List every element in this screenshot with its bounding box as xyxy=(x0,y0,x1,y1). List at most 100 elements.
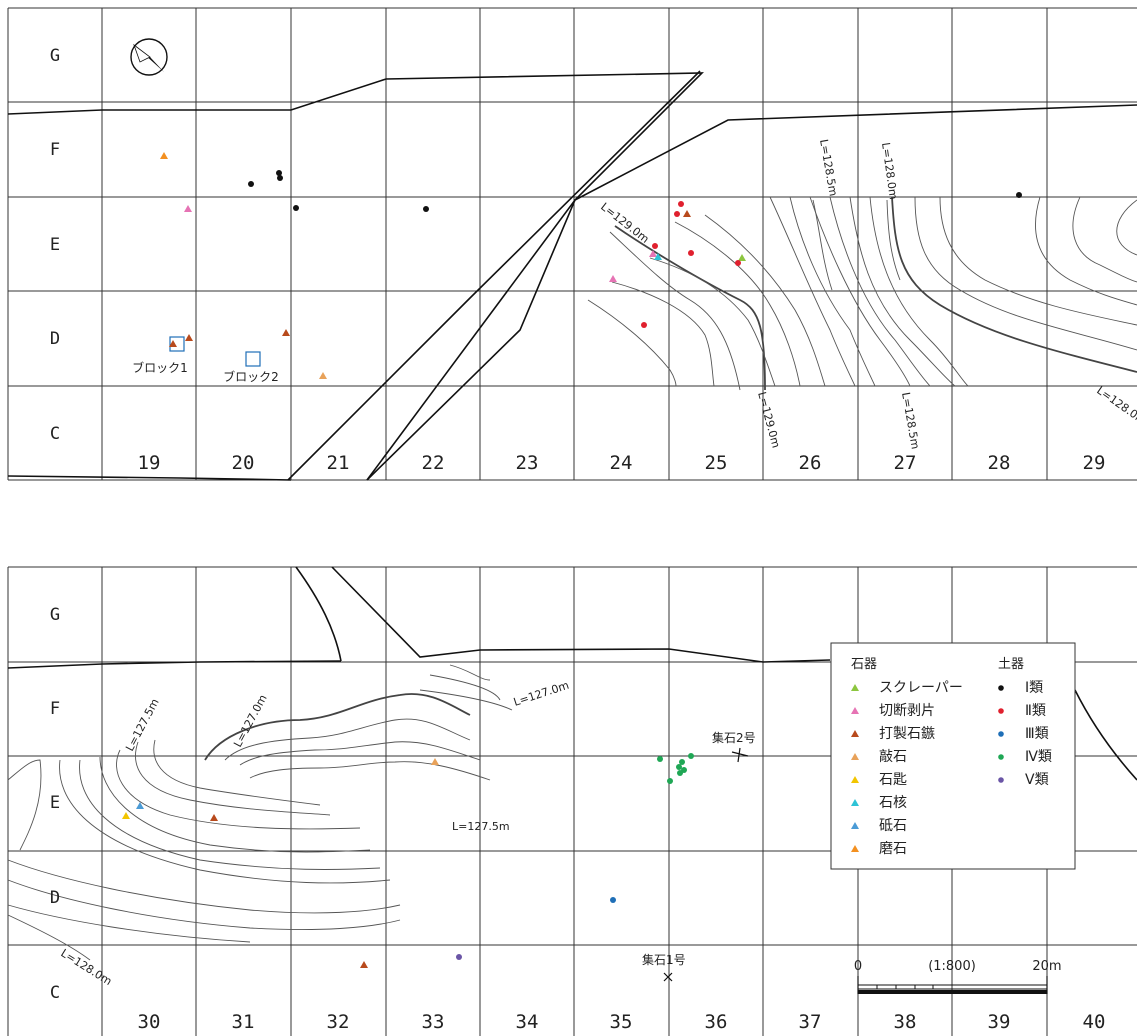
legend-grinding-stone: 磨石 xyxy=(879,841,907,857)
contour-label: L=128.0m xyxy=(1094,384,1137,428)
row-label: F xyxy=(50,699,60,719)
scraper-marker xyxy=(738,254,746,261)
whetstone-marker xyxy=(136,802,144,809)
chipped-arrowhead-icon xyxy=(851,730,859,737)
pottery-3-icon xyxy=(998,731,1004,737)
column-label: 39 xyxy=(988,1011,1011,1033)
column-label: 31 xyxy=(232,1011,255,1033)
column-label: 24 xyxy=(610,452,633,474)
pottery-1-marker xyxy=(423,206,429,212)
column-label: 27 xyxy=(894,452,917,474)
pottery-4-marker xyxy=(667,778,673,784)
bottom-map-column-labels: 30 31 32 33 34 35 36 37 38 39 40 xyxy=(138,1011,1106,1033)
pottery-2-marker xyxy=(674,211,680,217)
column-label: 38 xyxy=(894,1011,917,1033)
column-label: 33 xyxy=(422,1011,445,1033)
bottom-map-row-labels: G F E D C xyxy=(50,605,60,1003)
stone-spoon-icon xyxy=(851,776,859,783)
chipped-arrowhead-marker xyxy=(360,961,368,968)
legend-hammerstone: 敲石 xyxy=(879,748,907,765)
column-label: 30 xyxy=(138,1011,161,1033)
bottom-map-contour-labels: L=127.5m L=127.0m L=127.0m L=127.5m L=12… xyxy=(58,679,570,988)
north-arrow-icon xyxy=(130,38,168,76)
column-label: 19 xyxy=(138,452,161,474)
cut-flake-icon xyxy=(851,707,859,714)
core-icon xyxy=(851,799,859,806)
scale-bar: 0 (1:800) 20m xyxy=(854,959,1062,994)
bottom-map-features: 集石2号 集石1号 xyxy=(642,730,756,982)
contour-label: L=128.5m xyxy=(817,138,840,197)
top-map-column-labels: 19 20 21 22 23 24 25 26 27 28 29 xyxy=(138,452,1106,474)
contour-label: L=127.5m xyxy=(452,820,510,833)
cut-flake-marker xyxy=(184,205,192,212)
hammerstone-icon xyxy=(851,753,859,760)
pottery-1-marker xyxy=(248,181,254,187)
pottery-5-marker xyxy=(456,954,462,960)
hammerstone-marker xyxy=(319,372,327,379)
stone-spoon-marker xyxy=(122,812,130,819)
stone-cluster-1-label: 集石1号 xyxy=(642,952,686,967)
top-map-blocks: ブロック1 ブロック2 xyxy=(132,336,279,384)
column-label: 37 xyxy=(799,1011,822,1033)
row-label: G xyxy=(50,46,60,66)
contour-label: L=127.0m xyxy=(231,692,270,749)
stone-cluster-2-cross-icon xyxy=(731,747,749,763)
scale-ratio-label: (1:800) xyxy=(928,959,976,974)
contour-label: L=129.0m xyxy=(598,200,651,246)
pottery-2-icon xyxy=(998,708,1004,714)
column-label: 21 xyxy=(327,452,350,474)
contour-label: L=127.5m xyxy=(123,696,162,753)
block-2-label: ブロック2 xyxy=(223,369,279,384)
legend-pottery-1: Ⅰ類 xyxy=(1025,680,1043,696)
legend-core: 石核 xyxy=(879,795,907,811)
row-label: E xyxy=(50,793,60,813)
scraper-icon xyxy=(851,684,859,691)
pottery-2-marker xyxy=(688,250,694,256)
row-label: D xyxy=(50,329,60,349)
pottery-4-marker xyxy=(688,753,694,759)
legend-pottery-5: Ⅴ類 xyxy=(1025,772,1049,788)
bottom-map-contours xyxy=(7,664,513,961)
contour-label: L=127.0m xyxy=(512,679,571,709)
pottery-4-icon xyxy=(998,754,1004,760)
legend-whetstone: 砥石 xyxy=(879,818,907,834)
chipped-arrowhead-marker xyxy=(282,329,290,336)
stone-cluster-1-cross-icon xyxy=(663,972,673,982)
bottom-map-find-points xyxy=(122,753,694,968)
column-label: 32 xyxy=(327,1011,350,1033)
row-label: G xyxy=(50,605,60,625)
core-marker xyxy=(654,253,662,260)
contour-label: L=128.5m xyxy=(899,391,922,450)
legend-box xyxy=(830,642,1076,870)
whetstone-icon xyxy=(851,822,859,829)
legend-pottery-4: Ⅳ類 xyxy=(1025,749,1052,765)
pottery-1-marker xyxy=(293,205,299,211)
column-label: 40 xyxy=(1083,1011,1106,1033)
pottery-5-icon xyxy=(998,777,1004,783)
top-map-contours xyxy=(587,196,1137,391)
block-2-outline xyxy=(245,351,261,367)
scale-start-label: 0 xyxy=(854,959,862,974)
block-1-label: ブロック1 xyxy=(132,360,188,375)
pottery-1-marker xyxy=(1016,192,1022,198)
hammerstone-marker xyxy=(431,758,439,765)
column-label: 25 xyxy=(705,452,728,474)
legend-pottery-2: Ⅱ類 xyxy=(1025,703,1046,719)
column-label: 34 xyxy=(516,1011,539,1033)
pottery-4-marker xyxy=(679,759,685,765)
top-map-grid xyxy=(7,7,1137,481)
contour-label: L=128.0m xyxy=(879,142,900,201)
grinding-stone-marker xyxy=(160,152,168,159)
legend-cut-flake: 切断剥片 xyxy=(879,703,935,719)
pottery-2-marker xyxy=(678,201,684,207)
column-label: 22 xyxy=(422,452,445,474)
column-label: 28 xyxy=(988,452,1011,474)
legend-scraper: スクレーパー xyxy=(879,680,963,696)
pottery-3-marker xyxy=(610,897,616,903)
scale-end-label: 20m xyxy=(1032,959,1061,974)
stone-tools-heading: 石器 xyxy=(851,657,877,672)
column-label: 26 xyxy=(799,452,822,474)
block-1-outline xyxy=(169,336,185,352)
pottery-2-marker xyxy=(641,322,647,328)
